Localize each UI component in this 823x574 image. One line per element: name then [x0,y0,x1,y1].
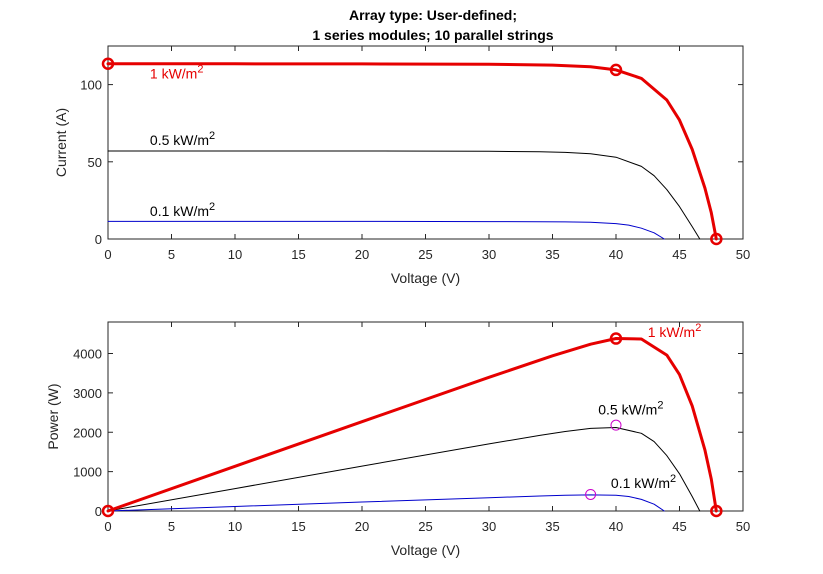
iv-y-axis-label: Current (A) [53,108,69,177]
pv-key-point-marker [609,332,623,345]
iv-x-tick-label: 45 [672,247,686,262]
pv-mpp-marker [610,419,622,431]
pv-y-axis-label: Power (W) [45,383,61,449]
iv-x-tick-label: 50 [736,247,750,262]
iv-x-tick-label: 30 [482,247,496,262]
pv-x-tick-label: 50 [736,519,750,534]
iv-x-tick-label: 10 [228,247,242,262]
pv-series-0-1-kw-m2 [107,494,665,512]
pv-mpp-marker [585,488,597,500]
iv-key-point-marker [710,232,723,246]
iv-key-point-marker [609,63,623,77]
iv-series-0-1-kw-m2 [107,220,665,240]
pv-x-tick-label: 20 [355,519,369,534]
pv-x-tick-label: 30 [482,519,496,534]
iv-x-tick-label: 15 [291,247,305,262]
iv-irradiance-annotation: 0.1 kW/m2 [150,201,215,219]
pv-y-tick-label: 1000 [73,465,102,480]
iv-x-tick-label: 40 [609,247,623,262]
iv-x-tick-label: 0 [104,247,111,262]
pv-x-axis-label: Voltage (V) [391,542,460,558]
power-voltage-plot: 0 5 10 15 20 25 30 35 40 45 50 0 1000 2000 3000 4000 Vol… [45,321,750,558]
pv-x-tick-label: 5 [168,519,175,534]
pv-irradiance-annotation: 1 kW/m2 [648,322,702,340]
pv-irradiance-annotation: 0.1 kW/m2 [611,473,676,491]
pv-series-1-kw-m2 [106,337,718,513]
pv-y-tick-label: 0 [95,504,102,519]
pv-x-tick-label: 10 [228,519,242,534]
pv-x-tick-label: 40 [609,519,623,534]
iv-x-tick-label: 25 [418,247,432,262]
pv-irradiance-annotation: 0.5 kW/m2 [598,400,663,418]
iv-series-0-5-kw-m2 [107,150,701,240]
pv-series-0-5-kw-m2 [107,427,701,512]
iv-y-tick-label: 0 [95,232,102,247]
iv-key-point-marker [101,57,115,71]
iv-irradiance-annotation: 1 kW/m2 [150,63,204,81]
current-voltage-plot: 0 5 10 15 20 25 30 35 40 45 50 0 50 100 Voltage (V) Cur… [53,45,750,286]
chart-title-line-1: Array type: User-defined; [349,7,517,23]
iv-y-tick-label: 100 [80,78,102,93]
pv-y-tick-label: 2000 [73,425,102,440]
iv-x-axis-label: Voltage (V) [391,270,460,286]
pv-y-tick-label: 3000 [73,386,102,401]
chart-title-line-2: 1 series modules; 10 parallel strings [312,27,553,43]
pv-key-point-marker [101,504,115,518]
iv-series-1-kw-m2 [106,62,718,241]
iv-x-tick-label: 35 [545,247,559,262]
pv-y-tick-label: 4000 [73,347,102,362]
pv-x-tick-label: 0 [104,519,111,534]
iv-y-tick-label: 50 [88,155,102,170]
iv-x-tick-label: 5 [168,247,175,262]
pv-x-tick-label: 25 [418,519,432,534]
pv-x-tick-label: 15 [291,519,305,534]
pv-x-tick-label: 45 [672,519,686,534]
pv-x-tick-label: 35 [545,519,559,534]
iv-irradiance-annotation: 0.5 kW/m2 [150,130,215,148]
iv-x-tick-label: 20 [355,247,369,262]
pv-key-point-marker [710,504,723,518]
